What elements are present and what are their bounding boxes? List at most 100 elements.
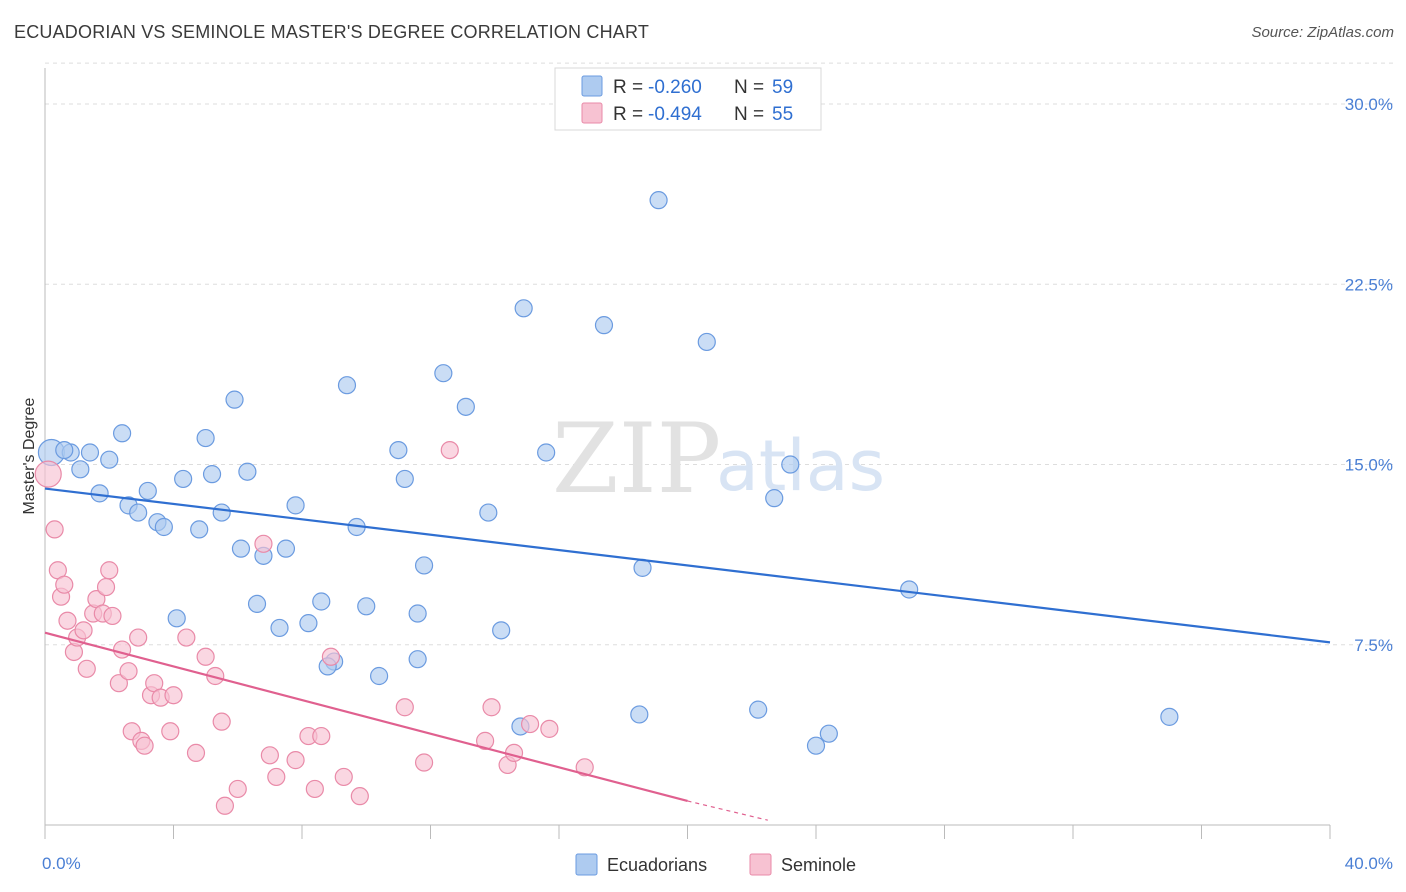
x-tick-labels: 0.0% 40.0%: [42, 854, 1393, 873]
y-tick-label: 7.5%: [1354, 636, 1393, 655]
ecuadorian-point: [537, 443, 556, 462]
legend-swatch-ecuadorians: [581, 75, 603, 97]
seminole-point: [45, 520, 64, 539]
seminole-point: [312, 726, 331, 746]
ecuadorian-point: [633, 558, 652, 577]
grid: [45, 62, 1395, 646]
ecuadorian-point: [312, 592, 331, 611]
ecuadorian-point: [492, 621, 511, 640]
data-points: [34, 191, 1179, 815]
legend-n-label-seminole: N =: [734, 104, 764, 125]
seminole-point: [34, 460, 62, 488]
ecuadorian-point: [765, 489, 784, 508]
seminole-point: [135, 736, 154, 755]
bottom-legend-seminole: Seminole: [781, 855, 856, 875]
ecuadorian-point: [55, 440, 74, 460]
legend-r-value-ecuadorians: -0.260: [648, 77, 702, 98]
seminole-point: [254, 534, 273, 553]
ecuadorian-point: [900, 580, 919, 599]
seminole-point: [267, 767, 286, 787]
ecuadorian-point: [225, 390, 244, 409]
ecuadorian-point: [408, 604, 427, 623]
seminole-point: [440, 440, 459, 460]
seminole-point: [55, 575, 74, 594]
watermark-zip: ZIP: [552, 403, 721, 515]
y-tick-labels: 7.5% 15.0% 22.5% 30.0%: [1345, 95, 1393, 655]
ecuadorian-point: [71, 460, 90, 479]
bottom-legend-ecuadorians: Ecuadorians: [607, 855, 707, 875]
seminole-point: [74, 621, 93, 640]
ecuadorian-point: [414, 556, 434, 575]
ecuadorian-point: [649, 191, 668, 210]
ecuadorian-point: [337, 376, 357, 395]
seminole-point: [520, 714, 540, 734]
ecuadorian-point: [299, 614, 318, 633]
ecuadorian-point: [196, 428, 215, 448]
ecuadorian-point: [174, 469, 193, 489]
trend-lines: [44, 487, 1331, 821]
seminole-point: [350, 787, 369, 806]
seminole-point: [77, 659, 96, 678]
seminole-point: [395, 698, 414, 717]
ecuadorian-point: [238, 462, 257, 481]
watermark: ZIP atlas: [552, 403, 885, 515]
bottom-legend-swatch-ecuadorians: [575, 853, 598, 876]
ecuadorian-point: [129, 503, 148, 522]
legend-swatch-seminole: [581, 102, 603, 124]
seminole-point: [286, 751, 305, 770]
legend-r-value-seminole: -0.494: [648, 104, 702, 125]
seminole-point: [414, 753, 434, 772]
ecuadorian-point: [630, 705, 649, 724]
ecuadorian-point: [479, 503, 498, 522]
ecuadorian-point: [370, 666, 389, 686]
ecuadorian-point: [231, 539, 251, 558]
ecuadorian-point: [276, 539, 296, 558]
seminole-point: [109, 674, 128, 693]
seminole-trend-line: [44, 631, 688, 803]
legend-box: R = -0.260 N = 59 R = -0.494 N = 55: [554, 67, 822, 131]
ecuadorian-point: [456, 397, 475, 416]
legend-n-label-ecuadorians: N =: [734, 77, 764, 98]
ecuadorian-point: [697, 332, 716, 352]
ecuadorian-point: [247, 594, 267, 614]
seminole-point: [100, 561, 119, 580]
legend-n-value-seminole: 55: [772, 104, 793, 125]
ecuadorian-point: [100, 450, 119, 469]
seminole-point: [215, 796, 234, 815]
ecuadorian-point: [594, 316, 614, 335]
y-tick-label: 15.0%: [1345, 456, 1393, 475]
ecuadorian-point: [112, 424, 132, 443]
seminole-point: [228, 779, 247, 799]
ecuadorian-point: [154, 517, 173, 537]
ecuadorian-point: [138, 481, 157, 501]
seminole-point: [196, 647, 215, 666]
seminole-point: [96, 577, 116, 597]
seminole-point: [58, 611, 77, 630]
seminole-point: [161, 722, 180, 741]
chart-title: ECUADORIAN VS SEMINOLE MASTER'S DEGREE C…: [14, 22, 650, 42]
y-axis-label: Master's Degree: [21, 397, 38, 514]
seminole-point: [334, 767, 353, 787]
x-tick-label-min: 0.0%: [42, 854, 81, 873]
legend-r-label-seminole: R =: [613, 104, 643, 125]
ecuadorian-trend-line: [44, 487, 1331, 644]
seminole-point: [129, 628, 148, 647]
seminole-point: [212, 712, 231, 731]
seminole-trend-extension: [687, 800, 768, 821]
ecuadorian-point: [80, 443, 100, 462]
seminole-point: [575, 758, 594, 777]
seminole-point: [321, 647, 341, 666]
ecuadorian-point: [1160, 707, 1179, 726]
source-credit: Source: ZipAtlas.com: [1251, 24, 1394, 41]
ecuadorian-point: [212, 503, 231, 522]
seminole-point: [177, 628, 196, 647]
seminole-point: [164, 686, 183, 705]
seminole-point: [186, 743, 206, 763]
y-tick-label: 30.0%: [1345, 95, 1393, 114]
seminole-point: [260, 746, 279, 765]
ecuadorian-point: [190, 520, 209, 539]
ecuadorian-point: [167, 609, 186, 628]
ecuadorian-point: [395, 469, 414, 489]
seminole-point: [103, 606, 122, 626]
ecuadorian-point: [408, 650, 427, 669]
